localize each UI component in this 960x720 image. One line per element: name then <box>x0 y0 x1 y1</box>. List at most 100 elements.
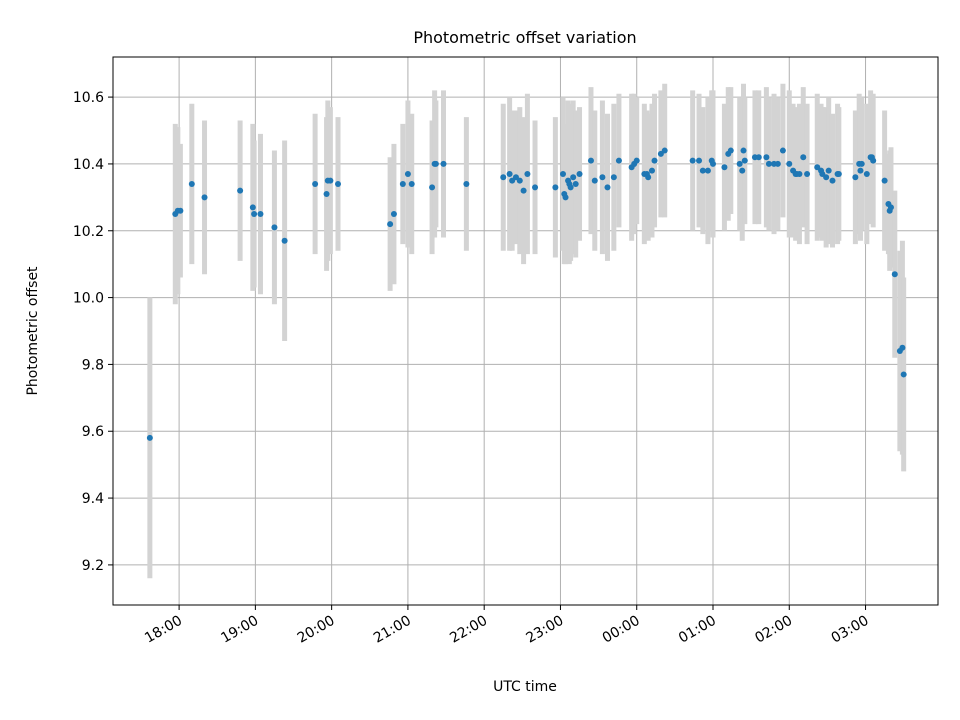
data-point <box>463 180 470 187</box>
data-point <box>710 160 716 167</box>
data-point <box>520 187 527 194</box>
data-point <box>645 174 652 181</box>
data-point <box>201 194 208 201</box>
x-tick-label: 01:00 <box>676 613 719 647</box>
x-tick-label: 19:00 <box>218 613 261 647</box>
data-point <box>727 147 734 154</box>
data-point <box>661 147 668 154</box>
y-tick-label: 9.4 <box>82 491 104 507</box>
data-point <box>804 170 811 177</box>
data-point <box>312 180 319 187</box>
data-point <box>774 160 781 167</box>
data-point <box>327 177 334 184</box>
data-point <box>786 160 793 167</box>
data-point <box>900 371 907 378</box>
y-tick-label: 10.0 <box>73 291 104 307</box>
data-point <box>390 211 397 218</box>
data-point <box>429 184 436 191</box>
data-point <box>560 170 566 177</box>
data-point <box>825 167 832 174</box>
data-point <box>257 211 264 218</box>
data-point <box>599 174 606 181</box>
data-point <box>432 160 439 167</box>
data-point <box>651 157 658 164</box>
y-tick-label: 10.4 <box>73 157 104 173</box>
x-axis-label: UTC time <box>493 679 557 695</box>
data-point <box>899 344 906 351</box>
data-point <box>779 147 786 154</box>
data-point <box>323 191 330 197</box>
data-point <box>829 177 836 184</box>
data-point <box>881 177 888 184</box>
data-point <box>404 170 411 177</box>
data-point <box>823 174 830 181</box>
y-tick-label: 10.2 <box>73 224 104 240</box>
data-point <box>251 211 258 218</box>
data-point <box>765 160 772 167</box>
data-point <box>741 157 748 164</box>
y-axis-label: Photometric offset <box>25 266 41 396</box>
data-point <box>440 160 447 167</box>
data-point <box>524 170 531 177</box>
data-point <box>587 157 594 164</box>
plot-frame <box>112 56 939 606</box>
data-point <box>516 177 523 184</box>
x-axis-ticks: 18:00 19:00 20:00 21:00 22:00 23:00 00:00 01:00… <box>142 605 872 647</box>
x-tick-label: 00:00 <box>600 613 643 647</box>
data-point <box>188 180 195 187</box>
data-point <box>739 167 746 174</box>
data-point <box>633 157 640 164</box>
data-point <box>755 154 762 161</box>
data-point <box>858 160 865 167</box>
data-point <box>870 157 877 164</box>
data-point <box>591 177 598 184</box>
error-bars <box>147 83 907 579</box>
data-point <box>721 164 728 171</box>
data-point <box>335 180 341 187</box>
data-point <box>576 170 583 177</box>
data-point <box>835 170 842 177</box>
x-tick-label: 03:00 <box>829 613 872 647</box>
data-point <box>500 174 507 181</box>
data-point <box>648 167 655 174</box>
data-point <box>562 194 569 201</box>
x-tick-label: 18:00 <box>142 613 185 647</box>
data-point <box>506 170 513 177</box>
data-point <box>567 184 574 191</box>
data-point <box>689 157 696 164</box>
x-tick-label: 22:00 <box>447 613 490 647</box>
y-tick-label: 9.6 <box>82 424 104 440</box>
data-point <box>532 184 539 191</box>
x-tick-label: 02:00 <box>752 613 795 647</box>
data-point <box>736 160 743 167</box>
data-point <box>610 174 617 181</box>
data-point <box>237 187 244 194</box>
data-point <box>796 170 803 177</box>
data-point <box>887 204 894 211</box>
data-point <box>615 157 622 164</box>
data-point <box>763 154 770 161</box>
data-point <box>399 180 406 187</box>
y-tick-label: 9.8 <box>82 357 104 373</box>
data-point <box>891 271 898 278</box>
x-tick-label: 20:00 <box>295 613 338 647</box>
chart-title: Photometric offset variation <box>413 28 636 47</box>
y-tick-label: 10.6 <box>73 90 104 106</box>
data-point <box>857 167 864 174</box>
data-point <box>863 170 870 177</box>
data-point <box>177 207 184 214</box>
data-point <box>800 154 807 161</box>
data-point <box>271 224 278 231</box>
data-point <box>740 147 747 154</box>
data-point <box>387 221 394 228</box>
data-point <box>281 237 288 244</box>
data-point <box>552 184 559 191</box>
x-tick-label: 23:00 <box>524 613 567 647</box>
y-axis-ticks: 9.2 9.4 9.6 9.8 10.0 10.2 10.4 10.6 <box>73 90 113 574</box>
data-point <box>249 204 256 211</box>
data-points <box>146 147 907 441</box>
data-point <box>852 174 859 181</box>
data-point <box>570 174 577 181</box>
data-point <box>146 434 153 441</box>
